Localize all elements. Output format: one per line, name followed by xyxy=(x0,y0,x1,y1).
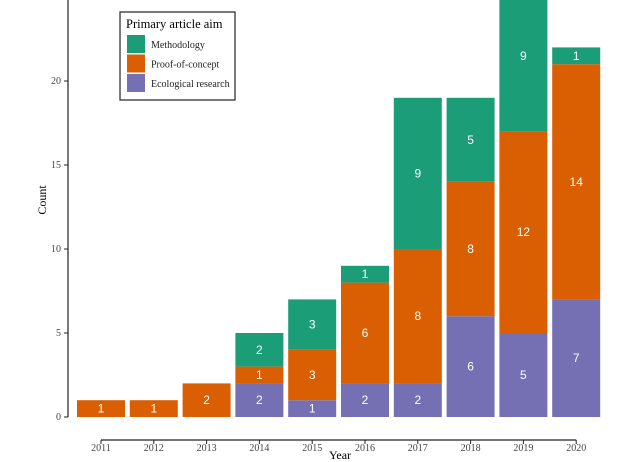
bar-segment xyxy=(341,282,389,384)
x-tick-label: 2016 xyxy=(355,443,375,454)
legend-entry: Ecological research xyxy=(151,79,230,90)
y-axis-title: Count xyxy=(35,185,49,215)
data-label: 1 xyxy=(309,402,316,416)
x-tick-label: 2014 xyxy=(249,443,269,454)
data-label: 2 xyxy=(256,343,263,357)
bar-segment xyxy=(129,400,178,417)
data-label: 6 xyxy=(467,360,474,374)
bar-segment xyxy=(288,349,337,401)
data-label: 1 xyxy=(256,368,263,382)
bar-segment xyxy=(499,131,548,333)
x-tick-label: 2013 xyxy=(197,443,217,454)
legend-swatch xyxy=(127,35,145,53)
y-tick-label: 25 xyxy=(51,0,61,3)
data-label: 8 xyxy=(467,242,474,256)
x-axis-title: Year xyxy=(329,448,351,462)
bar-segment xyxy=(77,400,125,417)
bar-segment xyxy=(341,383,389,417)
legend-entry: Methodology xyxy=(151,40,205,51)
bar-segment xyxy=(235,383,284,417)
data-label: 1 xyxy=(362,267,369,281)
bar-segment xyxy=(393,249,442,384)
y-tick-label: 5 xyxy=(56,328,61,339)
legend-entry: Proof-of-concept xyxy=(151,60,220,71)
bar-segment xyxy=(446,316,495,417)
legend-title: Primary article aim xyxy=(126,17,223,31)
bar-segment xyxy=(235,366,284,384)
bar-segment xyxy=(235,333,284,367)
y-tick-label: 20 xyxy=(51,76,61,87)
data-label: 3 xyxy=(309,318,316,332)
bar-segment xyxy=(393,383,442,417)
bar-segment xyxy=(552,299,601,417)
data-label: 6 xyxy=(362,326,369,340)
y-tick-label: 15 xyxy=(51,160,61,171)
data-label: 3 xyxy=(309,368,316,382)
x-tick-label: 2018 xyxy=(461,443,481,454)
bar-segment xyxy=(182,383,231,417)
data-label: 1 xyxy=(573,49,580,63)
x-tick-label: 2011 xyxy=(91,443,111,454)
legend-swatch xyxy=(127,74,145,92)
bar-segment xyxy=(446,181,495,317)
x-tick-label: 2015 xyxy=(302,443,322,454)
data-label: 9 xyxy=(414,166,421,180)
data-label: 9 xyxy=(520,49,527,63)
data-label: 14 xyxy=(570,175,584,189)
data-label: 7 xyxy=(573,351,580,365)
data-label: 1 xyxy=(150,402,157,416)
x-tick-label: 2020 xyxy=(566,443,586,454)
y-tick-label: 0 xyxy=(56,412,61,423)
data-label: 2 xyxy=(256,393,263,407)
x-tick-label: 2019 xyxy=(513,443,533,454)
bar-segment xyxy=(341,265,389,283)
bar-segment xyxy=(288,400,337,417)
y-axis: 0 5 10 15 20 25 xyxy=(51,0,69,423)
data-label: 8 xyxy=(414,309,421,323)
data-label: 2 xyxy=(362,393,369,407)
data-label: 2 xyxy=(414,393,421,407)
bar-segment xyxy=(552,47,601,65)
bar-segment xyxy=(499,0,548,132)
x-axis: 2011 2012 2013 2014 2015 2016 2017 2018 2019 2020 xyxy=(91,439,586,454)
bar-segment xyxy=(552,64,601,300)
data-label: 5 xyxy=(520,368,527,382)
bar-segment xyxy=(393,97,442,249)
data-label: 1 xyxy=(98,402,105,416)
y-tick-label: 10 xyxy=(51,244,61,255)
x-tick-label: 2012 xyxy=(144,443,164,454)
legend-swatch xyxy=(127,54,145,73)
bar-segment xyxy=(446,97,495,182)
data-label: 12 xyxy=(517,225,531,239)
data-label: 2 xyxy=(203,393,210,407)
bar-segment xyxy=(288,299,337,350)
legend: Primary article aim Methodology Proof-of-… xyxy=(119,11,236,101)
bar-segment xyxy=(499,333,548,417)
x-tick-label: 2017 xyxy=(408,443,428,454)
data-label: 5 xyxy=(467,133,474,147)
